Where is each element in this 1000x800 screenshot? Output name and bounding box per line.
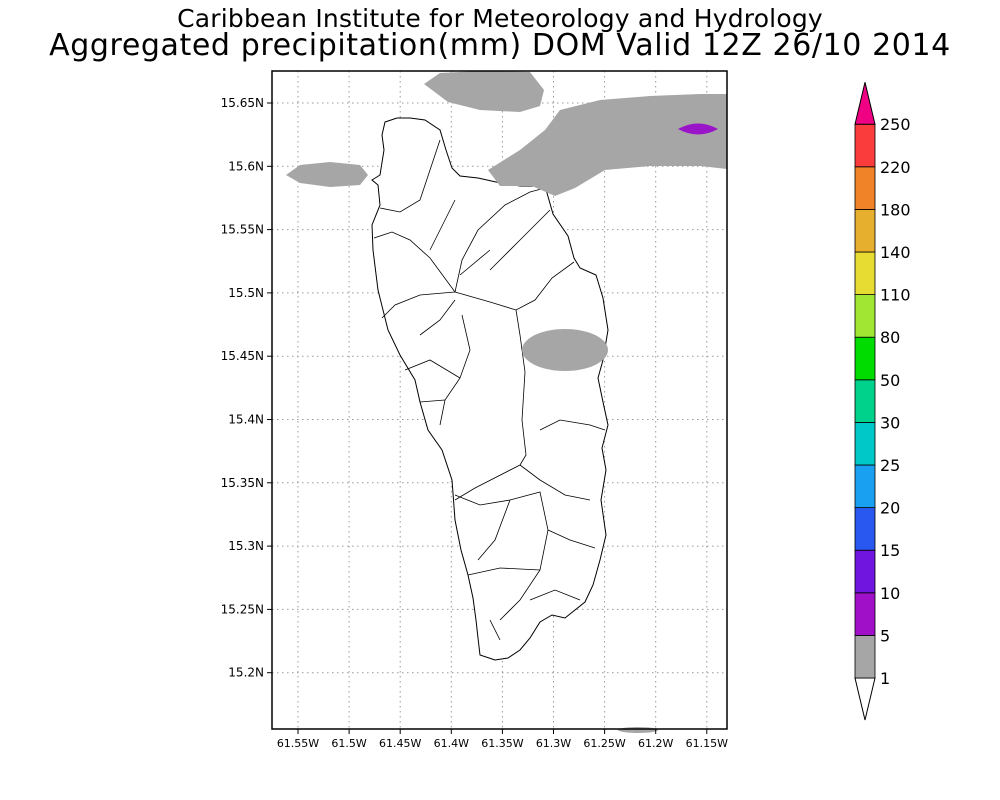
colorbar-segment: [854, 592, 876, 636]
colorbar-segment: [854, 166, 876, 210]
precip-area-east-coast: [522, 329, 608, 371]
x-tick-label: 61.15W: [686, 737, 728, 750]
watershed-lines: [373, 139, 606, 641]
precip-area-north-offshore: [424, 71, 544, 112]
y-tick-label: 15.3N: [228, 539, 264, 553]
x-tick-label: 61.4W: [434, 737, 469, 750]
colorbar-over-triangle: [854, 82, 876, 125]
colorbar-under-triangle: [854, 677, 876, 721]
y-tick-label: 15.45N: [221, 349, 264, 363]
chart-title-line2: Aggregated precipitation(mm) DOM Valid 1…: [49, 28, 951, 63]
y-tick-label: 15.65N: [221, 96, 264, 110]
colorbar-label: 30: [880, 413, 900, 432]
precip-area-north-band: [488, 94, 727, 196]
precip-area-south-edge: [618, 727, 658, 733]
colorbar-label: 220: [880, 158, 911, 177]
colorbar-segment: [854, 336, 876, 381]
x-axis-ticks: 61.55W 61.5W 61.45W 61.4W 61.35W 61.3W 61.25W 6…: [277, 729, 728, 750]
y-axis-ticks: 15.65N 15.6N 15.55N 15.5N 15.45N 15.4N 15.35N 1…: [221, 96, 272, 680]
colorbar-label: 20: [880, 499, 900, 518]
colorbar-segment: [854, 635, 876, 679]
y-tick-label: 15.5N: [228, 286, 264, 300]
colorbar-label: 15: [880, 541, 900, 560]
precip-area-purple: [678, 123, 718, 135]
colorbar-segment: [854, 208, 876, 253]
colorbar-segment: [854, 421, 876, 466]
colorbar-label: 180: [880, 200, 911, 219]
colorbar-label: 10: [880, 584, 900, 603]
colorbar-label: 50: [880, 371, 900, 390]
y-tick-label: 15.25N: [221, 602, 264, 616]
y-tick-label: 15.4N: [228, 413, 264, 427]
x-tick-label: 61.2W: [638, 737, 673, 750]
y-tick-label: 15.6N: [228, 159, 264, 173]
colorbar-segment: [854, 251, 876, 295]
x-tick-label: 61.45W: [379, 737, 421, 750]
chart-title-line1: Caribbean Institute for Meteorology and …: [177, 4, 823, 33]
colorbar-segment: [854, 123, 876, 168]
x-tick-label: 61.3W: [536, 737, 571, 750]
y-tick-label: 15.2N: [228, 666, 264, 680]
colorbar-segment: [854, 294, 876, 338]
colorbar-segment: [854, 464, 876, 508]
colorbar-label: 1: [880, 669, 890, 688]
colorbar-label: 5: [880, 626, 890, 645]
colorbar-label: 250: [880, 115, 911, 134]
colorbar-label: 110: [880, 286, 911, 305]
precip-area-northwest: [286, 162, 368, 187]
colorbar-segment: [854, 379, 876, 423]
x-tick-label: 61.55W: [277, 737, 319, 750]
colorbar-label: 140: [880, 243, 911, 262]
x-tick-label: 61.5W: [331, 737, 366, 750]
colorbar-label: 25: [880, 456, 900, 475]
colorbar-segment: [854, 507, 876, 551]
colorbar-segment: [854, 549, 876, 594]
x-tick-label: 61.35W: [481, 737, 523, 750]
y-tick-label: 15.35N: [221, 476, 264, 490]
y-tick-label: 15.55N: [221, 223, 264, 237]
x-tick-label: 61.25W: [583, 737, 625, 750]
map-frame: [271, 70, 728, 730]
island-outline: [371, 117, 609, 661]
colorbar-label: 80: [880, 328, 900, 347]
